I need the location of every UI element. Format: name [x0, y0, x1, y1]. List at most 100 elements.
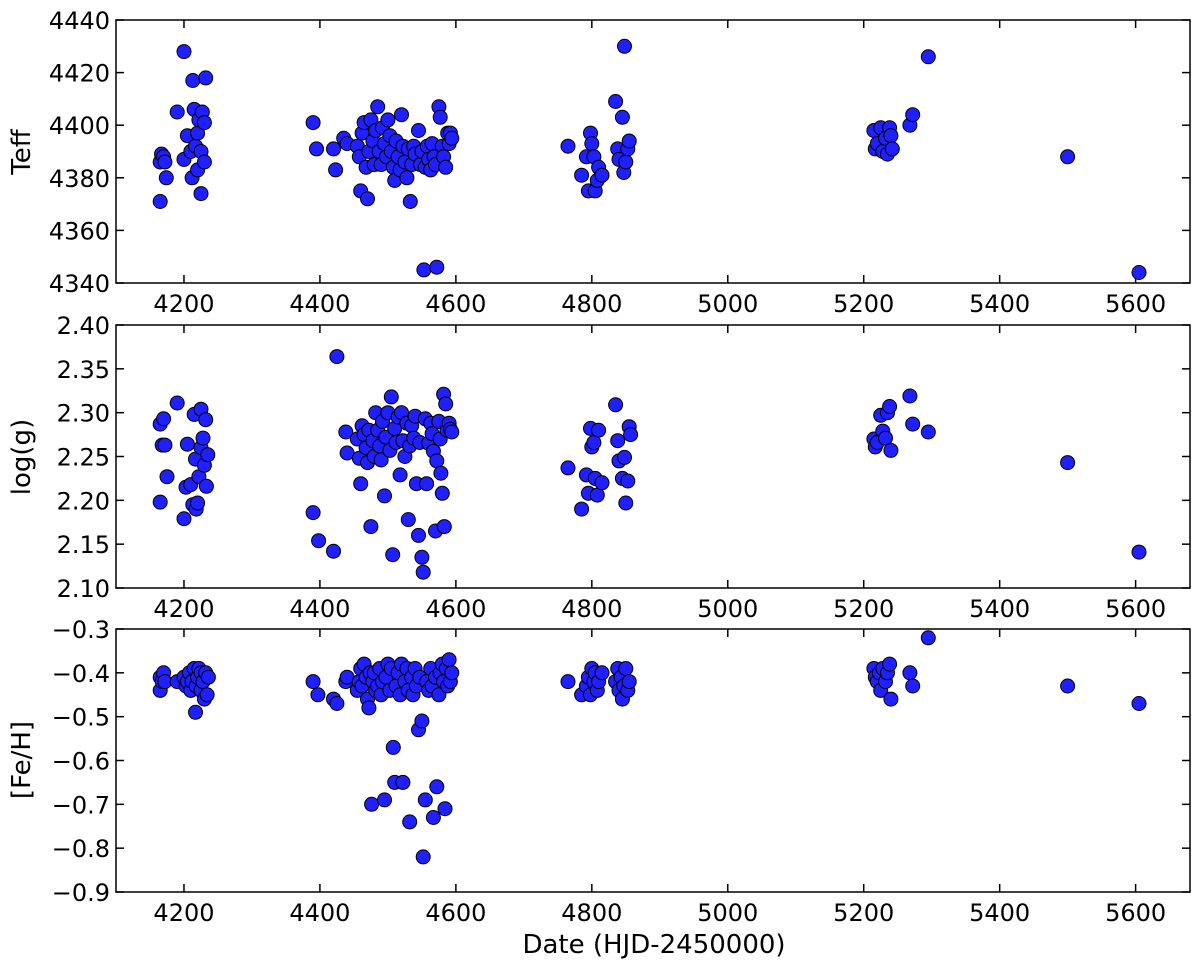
data-point — [433, 465, 449, 481]
data-point — [429, 779, 445, 795]
x-tick-label: 5400 — [969, 595, 1030, 623]
axes-frame — [115, 324, 1191, 589]
x-tick-label: 5400 — [969, 290, 1030, 318]
y-tick-label: −0.5 — [52, 704, 110, 732]
data-point — [920, 49, 936, 65]
x-tick-label: 4400 — [289, 595, 350, 623]
data-point — [176, 511, 192, 527]
data-point — [621, 674, 637, 690]
data-point — [188, 704, 203, 720]
data-point — [326, 141, 341, 157]
data-point — [1060, 149, 1076, 165]
y-tick-label: 4400 — [49, 112, 110, 140]
data-point — [198, 70, 214, 86]
data-point — [608, 94, 624, 109]
data-point — [905, 107, 921, 123]
data-point — [618, 495, 634, 511]
data-point — [402, 814, 418, 830]
data-point — [621, 133, 637, 149]
data-point — [326, 543, 341, 559]
x-tick-label: 5600 — [1105, 595, 1166, 623]
x-tick-label: 4400 — [289, 899, 350, 927]
y-tick-label: −0.3 — [52, 616, 110, 644]
x-tick-label: 4800 — [561, 595, 622, 623]
x-tick-label: 4600 — [425, 595, 486, 623]
data-point — [920, 424, 936, 440]
data-point — [444, 665, 460, 681]
data-point — [1131, 265, 1147, 280]
x-tick-label: 4400 — [289, 290, 350, 318]
data-point — [198, 478, 214, 494]
data-point — [385, 739, 401, 755]
data-point — [411, 527, 426, 543]
axes-frame — [115, 19, 1191, 284]
data-point — [152, 494, 168, 510]
data-point — [617, 449, 632, 465]
data-point — [618, 154, 634, 170]
data-point — [623, 427, 639, 443]
data-point — [385, 547, 401, 563]
data-point — [882, 656, 898, 672]
data-point — [436, 519, 452, 535]
x-tick-label: 5200 — [833, 899, 894, 927]
data-point — [902, 388, 918, 404]
y-tick-label: 4380 — [49, 165, 110, 193]
x-tick-label: 4800 — [561, 899, 622, 927]
data-point — [432, 109, 448, 125]
data-point — [902, 665, 918, 681]
data-point — [200, 447, 216, 463]
data-point — [560, 674, 576, 690]
data-point — [328, 162, 344, 178]
data-point — [414, 713, 430, 729]
data-point — [157, 437, 173, 453]
data-point — [878, 430, 893, 446]
data-point — [608, 397, 624, 413]
y-tick-label: 2.30 — [57, 400, 110, 428]
data-point — [360, 191, 375, 207]
data-point — [305, 115, 321, 131]
y-axis-label: [Fe/H] — [7, 721, 37, 799]
data-point — [399, 170, 415, 186]
data-point — [364, 796, 380, 812]
data-point — [176, 44, 192, 60]
y-tick-label: 4440 — [49, 7, 110, 35]
y-tick-label: 2.35 — [57, 356, 110, 384]
x-tick-label: 5600 — [1105, 290, 1166, 318]
data-point — [419, 476, 435, 492]
x-tick-label: 4600 — [425, 899, 486, 927]
data-point — [305, 505, 321, 521]
y-tick-label: 4360 — [49, 217, 110, 245]
data-point — [199, 687, 215, 703]
data-point — [617, 38, 632, 54]
data-point — [169, 104, 185, 120]
data-point — [594, 167, 610, 183]
data-point — [560, 138, 576, 154]
y-tick-label: 4340 — [49, 270, 110, 298]
data-point — [190, 495, 206, 511]
data-point — [883, 691, 899, 707]
panel-3: 4200 4400 4600 4800 5000 5200 5400 5600 −0.9 −0.8… — [7, 616, 1191, 927]
data-point — [394, 107, 409, 123]
data-point — [417, 792, 433, 808]
y-tick-label: 2.40 — [57, 312, 110, 340]
data-point — [392, 467, 408, 483]
x-tick-label: 5600 — [1105, 899, 1166, 927]
data-point — [574, 167, 590, 183]
data-point — [883, 442, 899, 458]
data-point — [196, 154, 212, 170]
data-point — [920, 630, 936, 646]
x-tick-label: 5200 — [833, 595, 894, 623]
data-point — [338, 424, 354, 440]
x-tick-label: 4600 — [425, 290, 486, 318]
x-tick-label: 4200 — [153, 290, 214, 318]
data-point — [610, 433, 626, 449]
data-point — [584, 136, 600, 152]
data-point — [905, 678, 921, 694]
data-point — [905, 416, 921, 432]
data-point — [438, 396, 454, 412]
x-tick-label: 4200 — [153, 595, 214, 623]
data-point — [179, 436, 195, 452]
data-point — [415, 849, 431, 865]
y-tick-label: −0.9 — [52, 879, 110, 907]
